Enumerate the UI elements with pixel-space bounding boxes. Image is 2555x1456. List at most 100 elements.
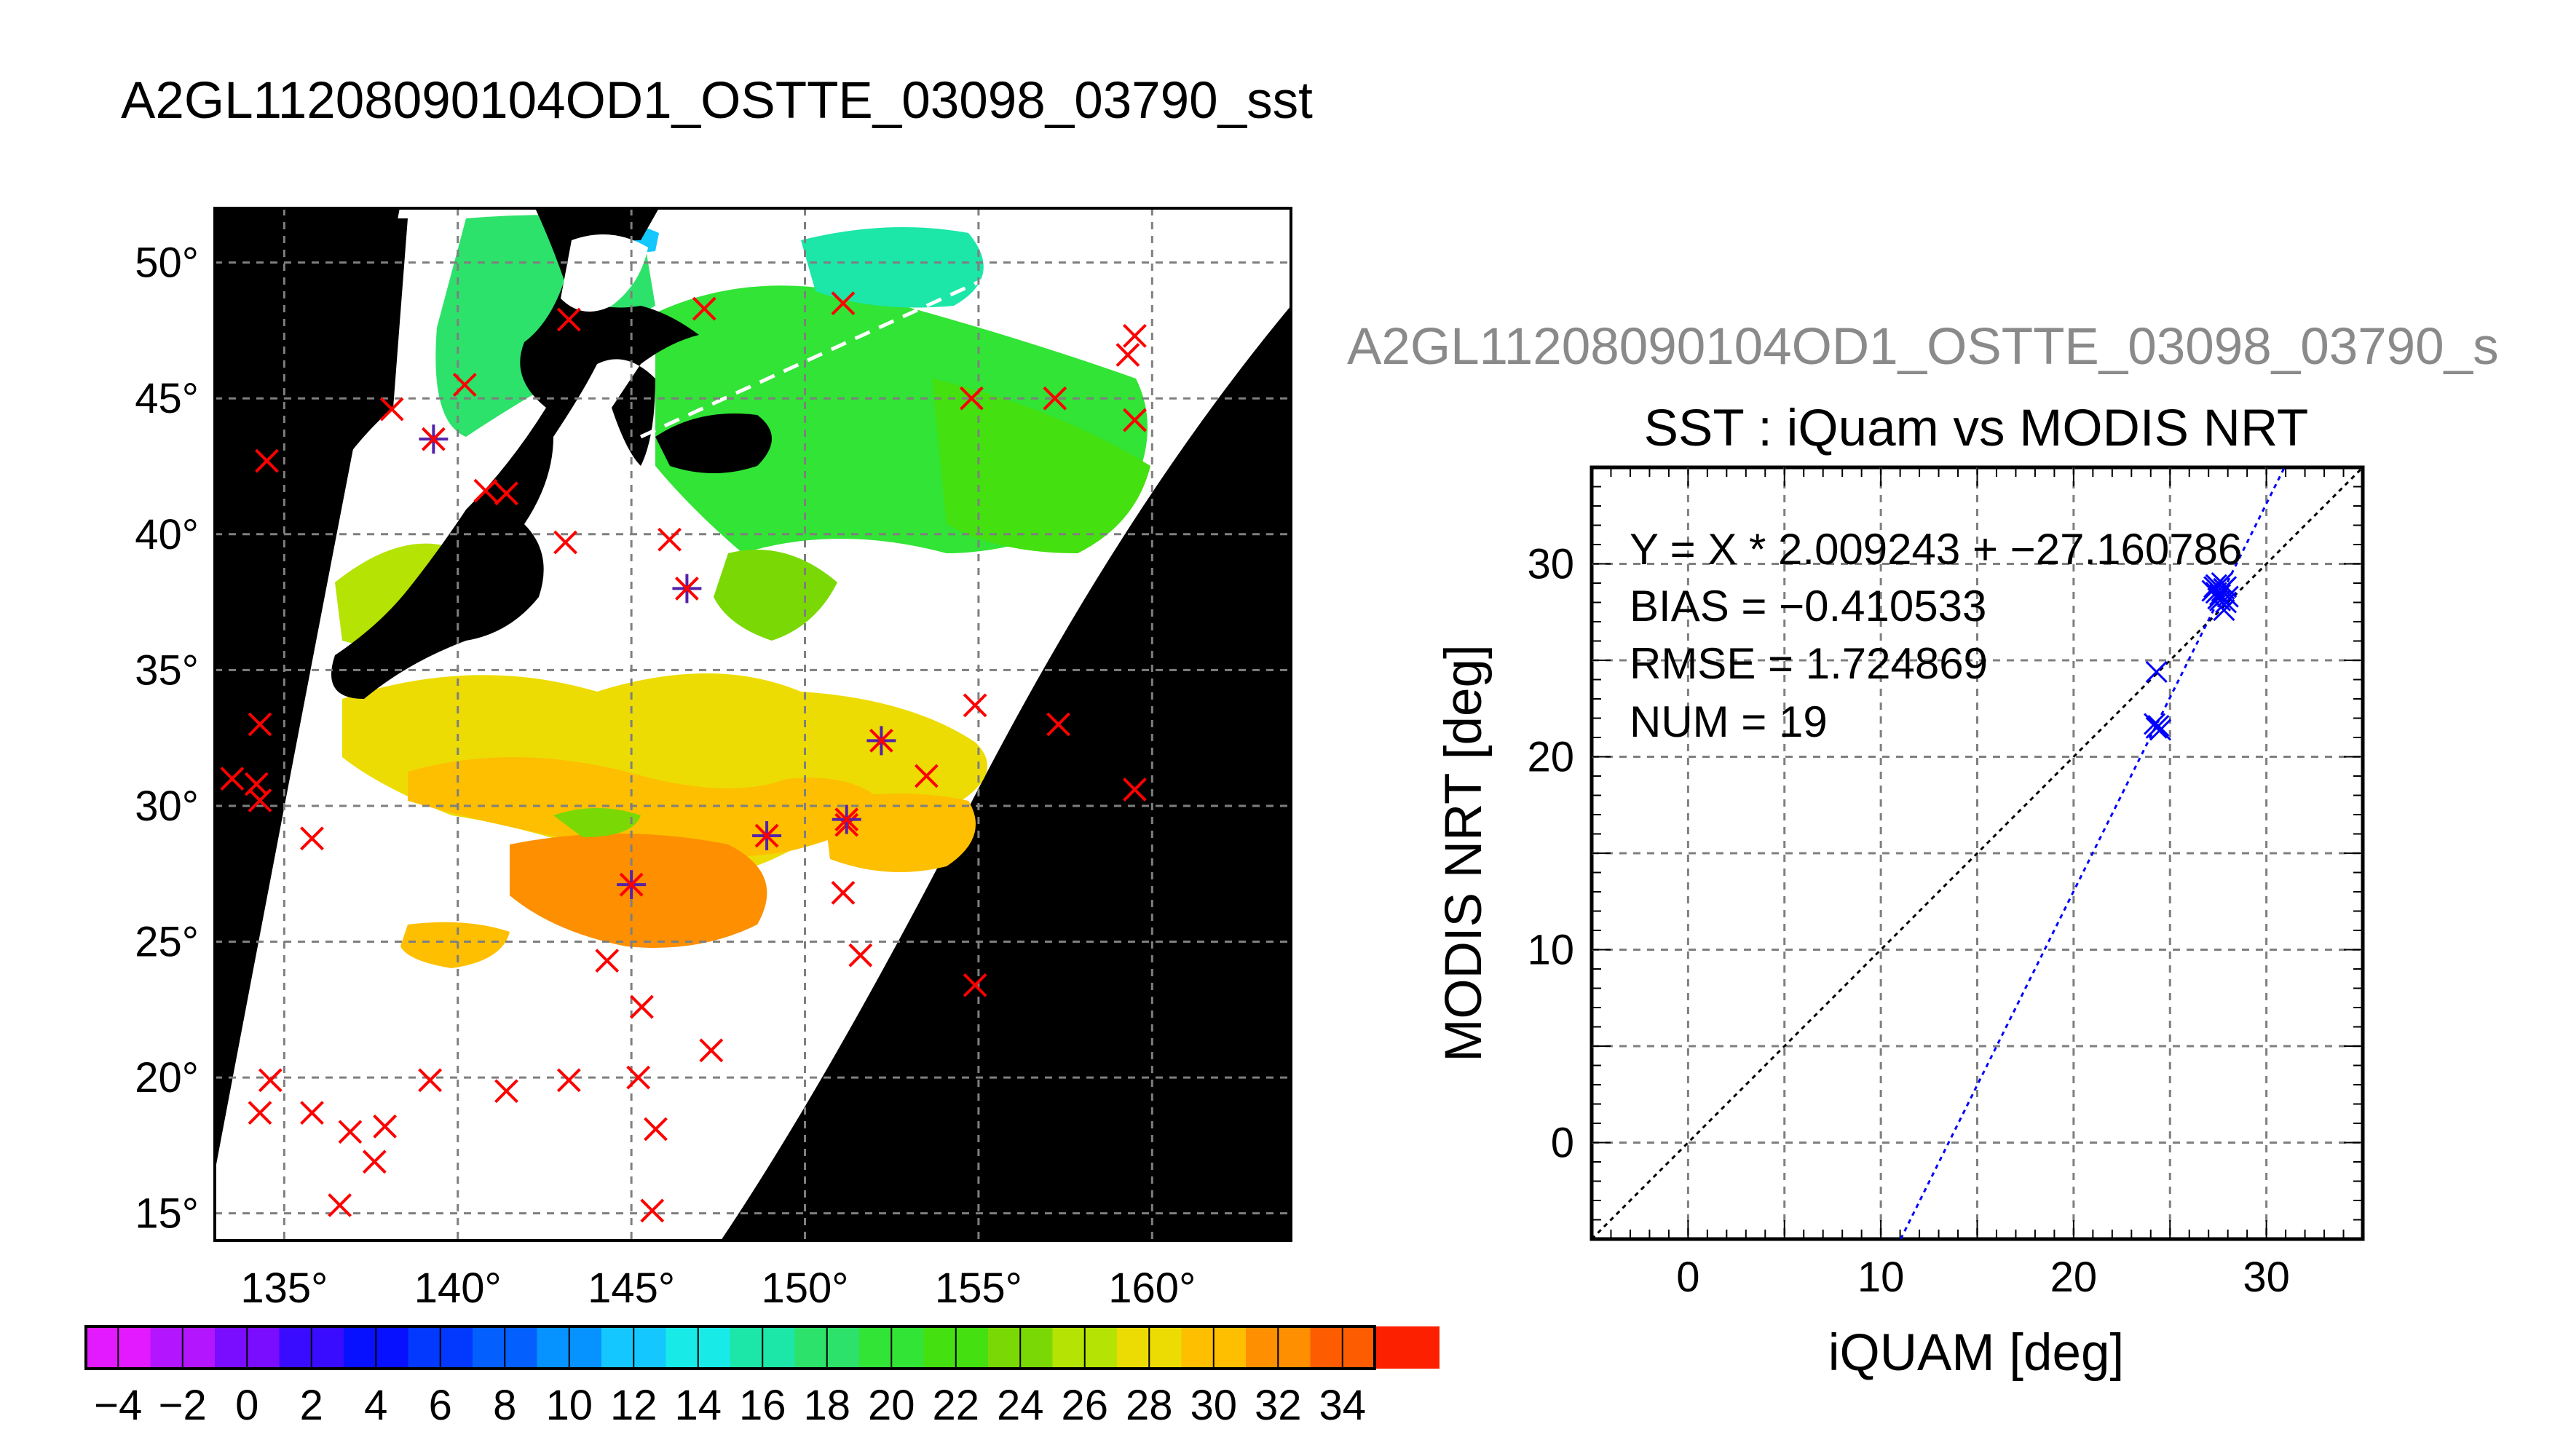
buoy-marker [1046, 712, 1070, 737]
map-lat-tick-label: 30° [135, 783, 199, 830]
scatter-point [2203, 576, 2226, 598]
map-markers [220, 291, 1147, 1223]
buoy-marker [963, 973, 987, 997]
buoy-marker [914, 764, 939, 788]
matchup-marker [832, 804, 861, 834]
colorbar-tick-label: 34 [1319, 1382, 1366, 1429]
buoy-marker [255, 448, 279, 473]
colorbar-tick-label: 22 [932, 1382, 979, 1429]
matchup-marker [866, 726, 896, 756]
buoy-marker [220, 767, 245, 791]
scatter-x-tick-label: 30 [2243, 1254, 2290, 1301]
colorbar-tick-label: 24 [997, 1382, 1044, 1429]
buoy-marker [328, 1193, 352, 1217]
scatter-point [2209, 589, 2232, 612]
colorbar-tick-label: −4 [94, 1382, 142, 1429]
num-label: NUM = 19 [1630, 697, 1828, 746]
map-lat-tick-label: 40° [135, 511, 199, 558]
colorbar-tick-label: 0 [235, 1382, 258, 1429]
map-lon-tick-label: 155° [935, 1265, 1022, 1312]
sst-patch [823, 794, 976, 872]
buoy-marker [248, 712, 272, 737]
scatter-y-tick-label: 20 [1527, 734, 1574, 781]
buoy-marker [640, 1198, 665, 1223]
map-lon-tick-label: 150° [762, 1265, 849, 1312]
map-axis-ticks: 135° 140° 145° 150° 155° 160° 15° 20° 25° 30° 35° 4… [135, 240, 1196, 1312]
buoy-marker [630, 994, 654, 1019]
scatter-y-tick-label: 10 [1527, 927, 1574, 974]
map-lat-tick-label: 20° [135, 1054, 199, 1101]
sst-colorbar: −4 −2 0 2 4 6 8 10 12 14 16 18 20 22 24 26 28 30 32 34 [84, 1325, 1440, 1429]
buoy-marker [1123, 408, 1147, 432]
bias-label: BIAS = −0.410533 [1630, 582, 1986, 630]
matchup-marker [419, 424, 449, 454]
rmse-label: RMSE = 1.724869 [1630, 639, 1988, 688]
colorbar-swatch [1375, 1326, 1440, 1369]
x-axis-label: iQUAM [deg] [1828, 1324, 2124, 1382]
colorbar-tick-label: 18 [803, 1382, 850, 1429]
buoy-marker [494, 481, 518, 506]
buoy-marker [831, 880, 856, 905]
colorbar-tick-label: 20 [868, 1382, 915, 1429]
scatter-annotations: Y = X * 2.009243 + −27.160786 BIAS = −0.… [1630, 525, 2242, 746]
buoy-marker [258, 1068, 283, 1093]
scatter-point [2145, 660, 2168, 683]
regression-equation: Y = X * 2.009243 + −27.160786 [1630, 525, 2242, 574]
matchup-marker [672, 574, 702, 604]
buoy-marker [300, 826, 324, 851]
colorbar-tick-label: 8 [493, 1382, 516, 1429]
buoy-marker [626, 1065, 651, 1090]
matchup-marker [617, 870, 647, 900]
map-lat-tick-label: 50° [135, 240, 199, 287]
buoy-marker [362, 1150, 387, 1174]
buoy-marker [473, 478, 498, 503]
scatter-panel: SST : iQuam vs MODIS NRT 0 10 20 300102030 … [1435, 400, 2365, 1382]
sea-of-okhotsk-gap [561, 234, 648, 312]
buoy-marker [644, 1117, 668, 1142]
buoy-marker [338, 1120, 363, 1144]
colorbar-tick-label: 16 [739, 1382, 786, 1429]
buoy-marker [553, 530, 577, 555]
land-japan [331, 208, 699, 699]
buoy-marker [494, 1079, 518, 1104]
colorbar-tick-label: 28 [1126, 1382, 1173, 1429]
buoy-marker [657, 527, 682, 552]
map-grid [215, 208, 1291, 1241]
scatter-axis-ticks: 0 10 20 30 0 10 20 30 [1527, 467, 2364, 1301]
scatter-x-tick-label: 20 [2050, 1254, 2098, 1301]
scatter-point [2205, 582, 2227, 604]
scatter-grid [1592, 467, 2363, 1239]
scatter-y-tick-label: 30 [1527, 541, 1574, 588]
buoy-marker [595, 949, 620, 973]
y-axis-label: MODIS NRT [deg] [1435, 644, 1493, 1061]
scatter-y-tick-label: 0 [1551, 1120, 1574, 1167]
buoy-marker [959, 386, 984, 411]
land-kurils [655, 414, 772, 473]
buoy-marker [452, 373, 477, 397]
map-lat-tick-label: 15° [135, 1190, 199, 1238]
map-lat-tick-label: 25° [135, 919, 199, 966]
sst-patch [932, 379, 1150, 553]
buoy-marker [418, 1068, 443, 1093]
buoy-marker [248, 788, 272, 812]
scatter-point [2147, 715, 2170, 737]
buoy-marker [1043, 386, 1067, 411]
scatter-x-tick-label: 0 [1676, 1254, 1699, 1301]
matchup-marker [752, 820, 782, 850]
buoy-marker [556, 1068, 581, 1093]
map-lon-tick-label: 140° [414, 1265, 502, 1312]
buoy-marker [556, 307, 581, 332]
scatter-point [2144, 713, 2166, 735]
colorbar-tick-label: 14 [674, 1382, 722, 1429]
buoy-marker [373, 1114, 398, 1139]
scatter-point [2213, 577, 2235, 601]
buoy-marker [1123, 323, 1147, 348]
map-lat-tick-label: 45° [135, 375, 199, 422]
scatter-points [2144, 571, 2239, 741]
map-lon-tick-label: 160° [1108, 1265, 1196, 1312]
colorbar-tick-label: 2 [300, 1382, 323, 1429]
map-frame [213, 207, 1292, 1242]
buoy-marker [848, 943, 873, 968]
buoy-marker [692, 296, 716, 321]
